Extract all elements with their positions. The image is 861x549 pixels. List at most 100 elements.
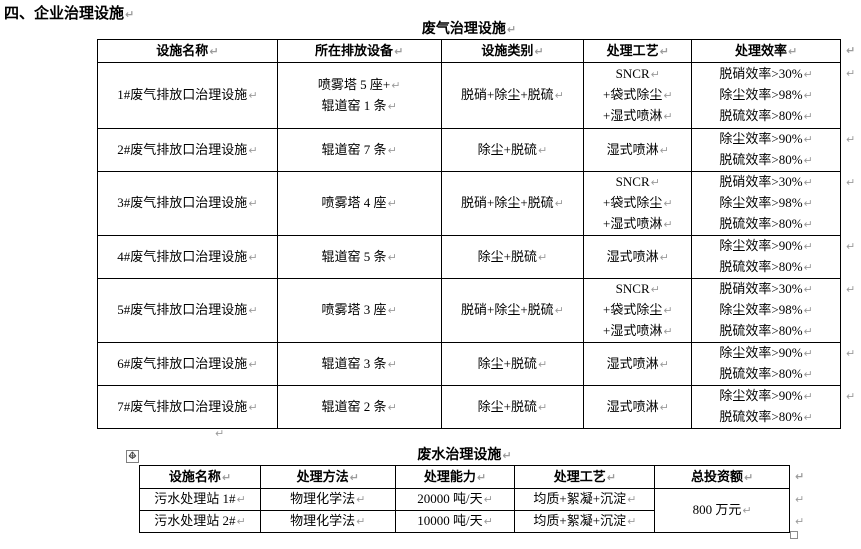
paragraph-mark-icon: ↵ [803,176,813,189]
treatment-process[interactable]: SNCR↵ +袋式除尘↵ +湿式喷淋↵ [583,171,693,236]
treatment-process[interactable]: 湿式喷淋↵ [583,342,693,386]
emission-equipment[interactable]: 辊道窑 5 条↵ [276,235,442,279]
treatment-efficiency[interactable]: 除尘效率>90%↵ 脱硫效率>80%↵ [691,385,841,429]
emission-equipment[interactable]: 辊道窑 7 条↵ [276,128,442,172]
facility-name[interactable]: 4#废气排放口治理设施↵ [97,235,278,279]
treatment-process[interactable]: 均质+絮凝+沉淀↵ [514,488,656,511]
table-resize-handle[interactable] [790,531,798,539]
water-table-section: 废水治理设施↵ 设施名称↵ 处理方法↵ 处理能力↵ 处理工艺↵ 总投资额↵ ↵ 污水处理站 … [139,446,806,533]
paragraph-mark-icon: ↵ [387,99,397,113]
column-header-treatment-method[interactable]: 处理方法↵ [259,465,396,489]
paragraph-mark-icon: ↵ [537,357,548,371]
cell-text: 湿式喷淋 [606,248,659,264]
paragraph-mark-icon: ↵ [845,239,856,253]
facility-category[interactable]: 脱硝+除尘+脱硫↵ [440,171,585,236]
treatment-capacity[interactable]: 20000 吨/天↵ [394,488,516,511]
treatment-process[interactable]: SNCR↵ +袋式除尘↵ +湿式喷淋↵ [583,62,693,129]
section-heading[interactable]: 四、企业治理设施↵ [4,2,134,23]
paragraph-mark-icon: ↵ [845,132,856,146]
table-row: 污水处理站 2#↵ 物理化学法↵ 10000 吨/天↵ 均质+絮凝+沉淀↵ ↵ [139,510,806,533]
emission-equipment[interactable]: 辊道窑 3 条↵ [276,342,442,386]
cell-text: 湿式喷淋 [606,355,659,371]
column-header-treatment-efficiency[interactable]: 处理效率↵ [691,39,841,63]
cell-text: 物理化学法 [290,513,356,528]
treatment-process[interactable]: 湿式喷淋↵ [583,128,693,172]
treatment-process[interactable]: 湿式喷淋↵ [583,385,693,429]
facility-category[interactable]: 脱硝+除尘+脱硫↵ [440,62,585,129]
section-heading-text: 四、企业治理设施 [4,6,125,22]
gas-table[interactable]: 设施名称↵ 所在排放设备↵ 设施类别↵ 处理工艺↵ 处理效率↵ ↵ 1#废气排放口治理设施↵… [97,39,859,429]
treatment-method[interactable]: 物理化学法↵ [259,488,396,511]
paragraph-mark-icon: ↵ [845,389,856,403]
facility-name[interactable]: 6#废气排放口治理设施↵ [97,342,278,386]
paragraph-mark-icon: ↵ [554,304,564,317]
treatment-efficiency[interactable]: 脱硝效率>30%↵ 除尘效率>98%↵ 脱硫效率>80%↵ [691,171,841,236]
cell-text: 总投资额 [691,468,744,484]
treatment-method[interactable]: 物理化学法↵ [259,510,396,533]
paragraph-mark-icon: ↵ [248,143,258,157]
facility-name[interactable]: 5#废气排放口治理设施↵ [97,278,278,343]
column-header-facility-name[interactable]: 设施名称↵ [97,39,278,63]
column-header-total-investment[interactable]: 总投资额↵ [654,465,790,489]
paragraph-mark-icon: ↵ [537,250,548,264]
paragraph-mark-icon: ↵ [356,515,366,528]
paragraph-mark-icon: ↵ [663,110,673,123]
treatment-process[interactable]: 均质+絮凝+沉淀↵ [514,510,656,533]
treatment-process[interactable]: 湿式喷淋↵ [583,235,693,279]
treatment-capacity[interactable]: 10000 吨/天↵ [394,510,516,533]
cell-text: 脱硫效率>80% [719,152,803,167]
column-header-treatment-process[interactable]: 处理工艺↵ [514,465,656,489]
column-header-emission-equipment[interactable]: 所在排放设备↵ [276,39,442,63]
row-end-mark: ↵ [789,511,805,533]
paragraph-mark-icon: ↵ [476,470,487,484]
treatment-efficiency[interactable]: 除尘效率>90%↵ 脱硫效率>80%↵ [691,128,841,172]
total-investment[interactable]: 800 万元↵ [654,488,790,533]
column-header-facility-category[interactable]: 设施类别↵ [440,39,585,63]
column-header-treatment-capacity[interactable]: 处理能力↵ [394,465,516,489]
gas-table-title[interactable]: 废气治理设施↵ [97,20,841,39]
facility-category[interactable]: 除尘+脱硫↵ [440,128,585,172]
facility-name[interactable]: 7#废气排放口治理设施↵ [97,385,278,429]
cell-text: 除尘+脱硫 [477,248,537,264]
emission-equipment[interactable]: 喷雾塔 5 座+↵ 辊道窑 1 条↵ [276,62,442,129]
emission-equipment[interactable]: 喷雾塔 4 座↵ [276,171,442,236]
facility-category[interactable]: 除尘+脱硫↵ [440,235,585,279]
table-move-handle-icon[interactable]: ↔ ↕ [126,450,139,463]
water-table-title[interactable]: 废水治理设施↵ [139,446,790,465]
facility-category[interactable]: 除尘+脱硫↵ [440,342,585,386]
paragraph-mark-icon: ↵ [387,197,397,210]
cell-text: 喷雾塔 5 座+ [317,76,391,92]
cell-text: 喷雾塔 4 座 [321,195,387,210]
facility-category[interactable]: 脱硝+除尘+脱硫↵ [440,278,585,343]
paragraph-mark-icon: ↵ [659,357,669,371]
facility-name[interactable]: 2#废气排放口治理设施↵ [97,128,278,172]
treatment-efficiency[interactable]: 脱硝效率>30%↵ 除尘效率>98%↵ 脱硫效率>80%↵ [691,62,841,129]
treatment-process[interactable]: SNCR↵ +袋式除尘↵ +湿式喷淋↵ [583,278,693,343]
facility-name[interactable]: 污水处理站 1#↵ [139,488,261,511]
cell-text: 处理方法 [296,468,349,484]
column-header-treatment-process[interactable]: 处理工艺↵ [583,39,693,63]
treatment-efficiency[interactable]: 除尘效率>90%↵ 脱硫效率>80%↵ [691,342,841,386]
facility-name[interactable]: 污水处理站 2#↵ [139,510,261,533]
paragraph-mark-icon: ↵ [744,470,754,484]
column-header-facility-name[interactable]: 设施名称↵ [139,465,261,489]
paragraph-mark-icon: ↵ [650,176,660,189]
table-row: 7#废气排放口治理设施↵ 辊道窑 2 条↵ 除尘+脱硫↵ 湿式喷淋↵ 除尘效率>90%↵… [97,385,859,429]
table-row: 污水处理站 1#↵ 物理化学法↵ 20000 吨/天↵ 均质+絮凝+沉淀↵ 800 万元… [139,488,806,533]
cell-text: 脱硫效率>80% [719,108,803,123]
table-row: 6#废气排放口治理设施↵ 辊道窑 3 条↵ 除尘+脱硫↵ 湿式喷淋↵ 除尘效率>90%↵… [97,342,859,386]
row-end-mark: ↵ [840,386,858,429]
water-table[interactable]: 设施名称↵ 处理方法↵ 处理能力↵ 处理工艺↵ 总投资额↵ ↵ 污水处理站 1#↵ 物理化学法… [139,465,806,533]
paragraph-mark-icon: ↵ [534,44,544,58]
treatment-efficiency[interactable]: 脱硝效率>30%↵ 除尘效率>98%↵ 脱硫效率>80%↵ [691,278,841,343]
row-end-mark: ↵ [840,279,858,343]
emission-equipment[interactable]: 辊道窑 2 条↵ [276,385,442,429]
emission-equipment[interactable]: 喷雾塔 3 座↵ [276,278,442,343]
facility-name[interactable]: 1#废气排放口治理设施↵ [97,62,278,129]
treatment-efficiency[interactable]: 除尘效率>90%↵ 脱硫效率>80%↵ [691,235,841,279]
facility-name[interactable]: 3#废气排放口治理设施↵ [97,171,278,236]
paragraph-mark-icon: ↵ [803,411,813,424]
facility-category[interactable]: 除尘+脱硫↵ [440,385,585,429]
cell-text: 均质+絮凝+沉淀 [533,513,627,528]
row-end-mark: ↵ [789,489,805,511]
